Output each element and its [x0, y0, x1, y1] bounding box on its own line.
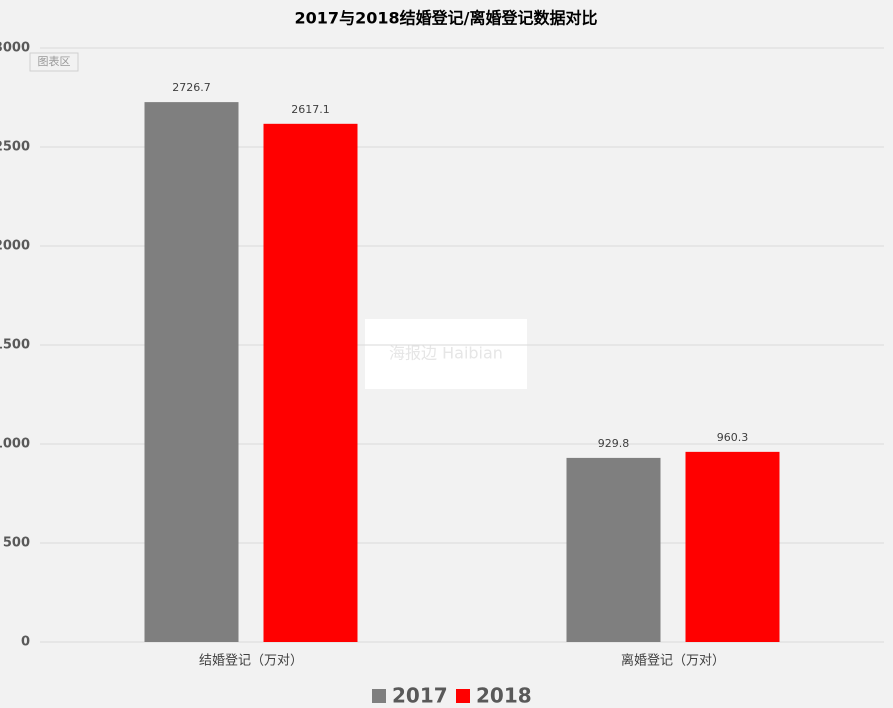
y-tick-label: 1500 [0, 338, 30, 353]
y-tick-label: 2000 [0, 239, 30, 254]
bar [263, 123, 358, 642]
bar [144, 102, 239, 642]
x-tick-label: 离婚登记（万对） [621, 653, 725, 669]
x-tick-label: 结婚登记（万对） [199, 654, 303, 669]
data-label: 2726.7 [172, 81, 211, 94]
tooltip: 图表区 [38, 54, 71, 68]
bar [685, 451, 780, 642]
y-tick-label: 1000 [0, 437, 30, 452]
tooltip-box [29, 52, 79, 72]
legend-swatch [456, 689, 470, 703]
bar [566, 457, 661, 642]
legend-label: 2018 [476, 684, 532, 708]
y-tick-label: 0 [21, 635, 30, 650]
watermark: 海报边 Haibian [389, 344, 503, 363]
legend-swatch [372, 689, 386, 703]
data-label: 2617.1 [291, 103, 330, 116]
data-label: 960.3 [717, 431, 749, 444]
y-tick-label: 3000 [0, 41, 30, 56]
y-tick-label: 2500 [0, 140, 30, 155]
watermark-box [365, 319, 527, 389]
y-tick-label: 500 [3, 536, 30, 551]
chart-title: 2017与2018结婚登记/离婚登记数据对比 [295, 9, 598, 28]
legend-label: 2017 [392, 684, 448, 708]
data-label: 929.8 [598, 437, 630, 450]
